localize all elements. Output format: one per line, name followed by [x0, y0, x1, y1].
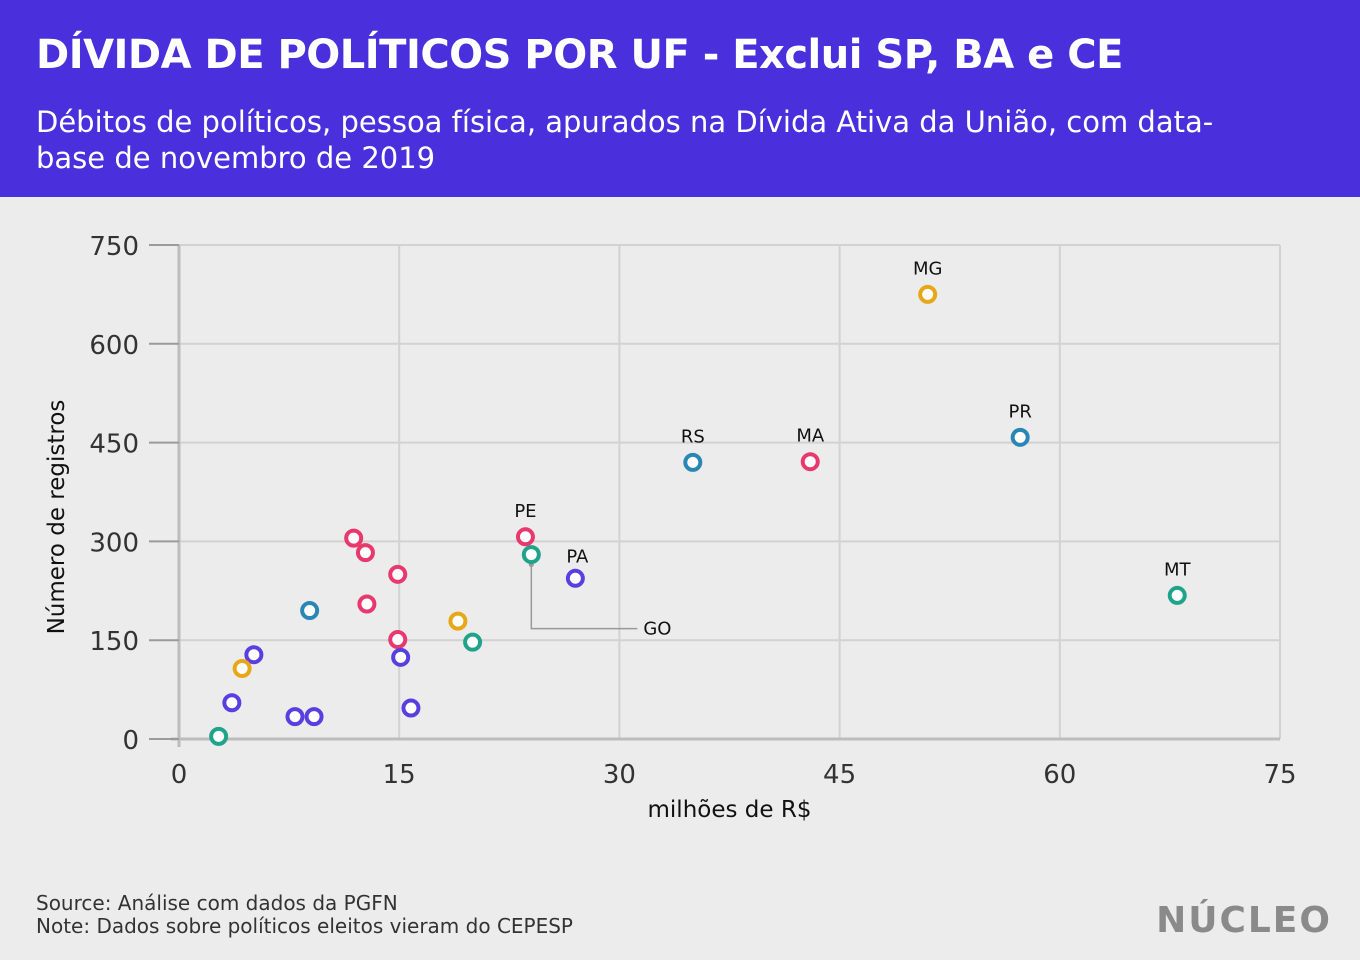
data-point — [1167, 585, 1187, 605]
source-note: Source: Análise com dados da PGFN — [36, 891, 398, 915]
y-tick-label: 450 — [89, 430, 139, 460]
nucleo-logo: NÚCLEO — [1156, 900, 1332, 941]
data-point — [401, 698, 421, 718]
data-point — [244, 645, 264, 665]
y-tick-label: 0 — [122, 726, 139, 756]
data-point — [300, 601, 320, 621]
x-tick-label: 75 — [1263, 760, 1296, 790]
data-point — [448, 611, 468, 631]
data-point — [357, 594, 377, 614]
x-tick-label: 30 — [603, 760, 636, 790]
data-point — [918, 284, 938, 304]
data-point — [1010, 427, 1030, 447]
y-tick-label: 600 — [89, 331, 139, 361]
point-label: MT — [1164, 559, 1192, 580]
plot-area — [179, 245, 1280, 739]
footer: Source: Análise com dados da PGFN Note: … — [36, 892, 573, 938]
point-label: MA — [796, 426, 825, 447]
point-label: PR — [1008, 401, 1031, 422]
data-point — [388, 564, 408, 584]
data-point — [355, 543, 375, 563]
data-point — [222, 693, 242, 713]
data-point — [388, 630, 408, 650]
x-axis-title: milhões de R$ — [648, 797, 812, 823]
data-point — [304, 707, 324, 727]
header-banner: DÍVIDA DE POLÍTICOS POR UF - Exclui SP, … — [0, 0, 1360, 197]
callout-line — [530, 562, 638, 630]
point-label: MG — [913, 258, 942, 279]
note-text: Note: Dados sobre políticos eleitos vier… — [36, 914, 573, 938]
data-point — [521, 545, 541, 565]
point-label: RS — [681, 426, 705, 447]
chart-subtitle: Débitos de políticos, pessoa física, apu… — [36, 105, 1214, 175]
data-point — [565, 568, 585, 588]
point-label: PA — [566, 546, 589, 567]
data-point — [344, 528, 364, 548]
y-axis-title: Número de registros — [44, 400, 70, 635]
data-point — [463, 632, 483, 652]
x-tick-label: 60 — [1043, 760, 1076, 790]
data-point — [800, 452, 820, 472]
data-point — [683, 452, 703, 472]
scatter-chart: 0 150 300 450 600 750 0 15 30 45 60 75 milhões de R$… — [44, 232, 1297, 823]
point-label: PE — [514, 501, 536, 522]
y-tick-label: 750 — [89, 232, 139, 262]
point-label: GO — [643, 619, 671, 640]
data-point — [515, 527, 535, 547]
x-tick-label: 0 — [171, 760, 188, 790]
data-point — [209, 726, 229, 746]
x-tick-label: 15 — [383, 760, 416, 790]
chart-title: DÍVIDA DE POLÍTICOS POR UF - Exclui SP, … — [36, 32, 1123, 78]
data-point — [285, 707, 305, 727]
y-tick-label: 150 — [89, 627, 139, 657]
data-point — [391, 647, 411, 667]
y-tick-label: 300 — [89, 528, 139, 558]
data-point — [232, 659, 252, 679]
x-tick-label: 45 — [823, 760, 856, 790]
